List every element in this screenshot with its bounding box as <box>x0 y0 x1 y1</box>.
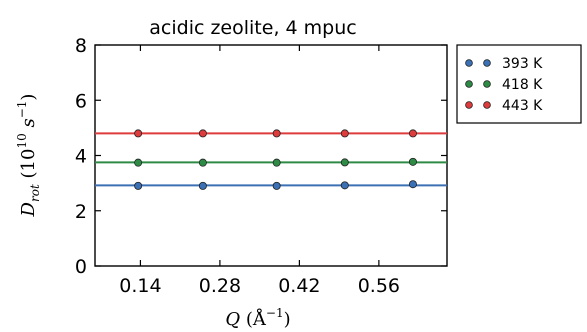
y-tick-label: 8 <box>75 35 87 57</box>
legend: 393 K 418 K 443 K <box>456 44 582 124</box>
x-axis-label: Q (Å−1) <box>225 306 290 330</box>
legend-marker <box>483 101 491 109</box>
x-tick-label: 0.42 <box>278 275 320 297</box>
legend-item: 443 K <box>465 98 543 114</box>
legend-marker <box>483 59 491 67</box>
y-tick-label: 6 <box>75 90 87 112</box>
plot-frame <box>94 44 448 267</box>
x-tick-label: 0.56 <box>358 275 400 297</box>
data-point <box>408 157 417 166</box>
data-point <box>272 129 281 138</box>
y-tick-label: 4 <box>75 146 87 168</box>
series-393-K <box>95 180 447 190</box>
data-point <box>198 181 207 190</box>
data-point <box>272 158 281 167</box>
plot-area <box>94 44 448 267</box>
y-tick-label: 0 <box>75 256 87 278</box>
y-tick-label: 2 <box>75 201 87 223</box>
series-443-K <box>95 129 447 138</box>
legend-marker <box>465 80 473 88</box>
data-point <box>340 129 349 138</box>
series-layer <box>95 129 447 190</box>
x-tick-label: 0.14 <box>119 275 161 297</box>
data-point <box>198 158 207 167</box>
legend-item: 418 K <box>465 77 543 93</box>
y-axis: 0 2 4 6 8 <box>75 35 447 278</box>
data-point <box>198 129 207 138</box>
y-axis-label: Drot (1010 s−1) <box>15 94 42 218</box>
data-point <box>408 129 417 138</box>
legend-item: 393 K <box>465 56 543 72</box>
x-tick-label: 0.28 <box>199 275 241 297</box>
legend-label: 443 K <box>502 98 543 114</box>
series-418-K <box>95 157 447 167</box>
legend-marker <box>465 101 473 109</box>
data-point <box>340 181 349 190</box>
data-point <box>272 181 281 190</box>
legend-marker <box>465 59 473 67</box>
legend-label: 418 K <box>502 77 543 93</box>
legend-marker <box>483 80 491 88</box>
data-point <box>134 158 143 167</box>
data-point <box>340 158 349 167</box>
legend-label: 393 K <box>502 56 543 72</box>
data-point <box>408 180 417 189</box>
data-point <box>134 129 143 138</box>
data-point <box>134 181 143 190</box>
legend-frame <box>456 44 582 124</box>
x-axis: 0.14 0.28 0.42 0.56 <box>119 45 400 297</box>
chart-title: acidic zeolite, 4 mpuc <box>149 17 356 39</box>
